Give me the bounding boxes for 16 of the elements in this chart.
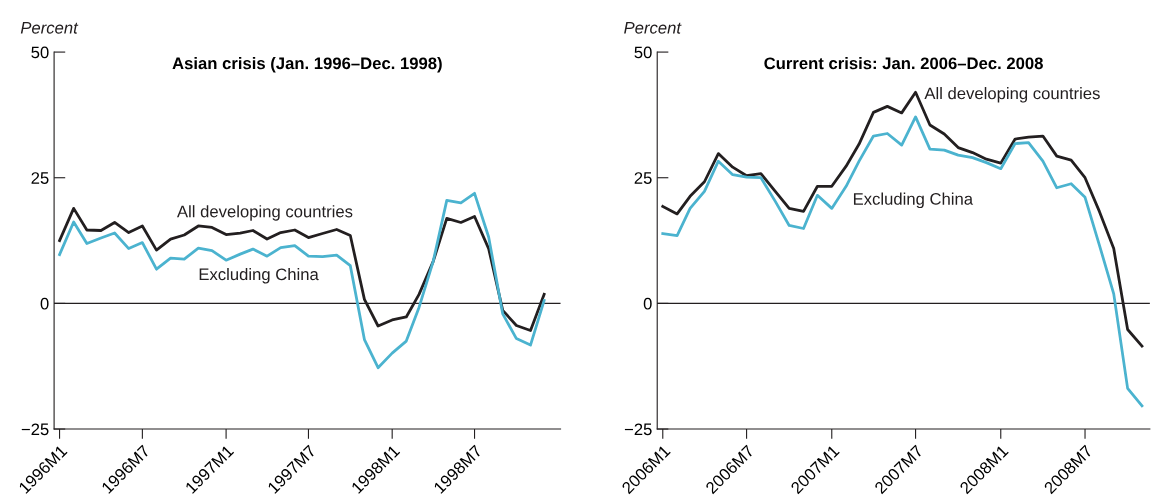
y-tick-label: 50 xyxy=(634,46,652,59)
chart-title: Current crisis: Jan. 2006–Dec. 2008 xyxy=(764,56,1043,70)
series-label: Excluding China xyxy=(199,267,319,284)
series-label: All developing countries xyxy=(176,205,353,221)
series-label: Excluding China xyxy=(853,192,974,209)
y-axis-title: Percent xyxy=(624,22,682,34)
y-axis-title: Percent xyxy=(20,22,79,34)
y-tick-label: 0 xyxy=(643,297,652,310)
y-tick-label: 25 xyxy=(31,172,49,184)
y-tick-label: −25 xyxy=(624,423,652,436)
y-tick-label: 25 xyxy=(634,172,652,184)
y-tick-label: −25 xyxy=(21,423,49,436)
chart-title: Asian crisis (Jan. 1996–Dec. 1998) xyxy=(172,56,442,73)
series-label: All developing countries xyxy=(924,87,1100,103)
y-tick-label: 50 xyxy=(31,46,49,59)
y-tick-label: 0 xyxy=(40,297,49,310)
